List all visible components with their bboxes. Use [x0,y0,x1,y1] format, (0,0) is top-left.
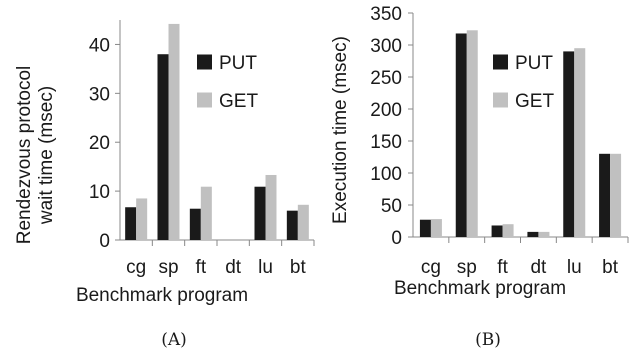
panel-b-x-axis-title: Benchmark program [394,278,566,299]
panel-b-legend-label-get: GET [515,91,554,112]
panel-b-bar-get-ft [502,224,514,237]
panel-b-legend-swatch-put [493,54,508,70]
panel-b-y-tick-label: 250 [370,68,402,89]
panel-a-y-tick-label: 10 [89,182,110,203]
panel-a-bar-get-ft [200,186,212,240]
panel-b-y-tick-label: 50 [381,196,402,217]
panel-b-bar-get-dt [538,231,550,237]
panel-a-bar-get-lu [265,174,277,240]
panel-b-bar-put-ft [491,225,503,237]
panel-b-bar-get-lu [574,48,586,238]
panel-a-x-axis-title: Benchmark program [76,285,248,306]
panel-b-y-tick-label: 0 [391,228,402,249]
panel-b-legend-swatch-get [493,92,508,108]
panel-a-legend-label-put: PUT [219,53,257,74]
panel-b-bar-put-dt [527,231,539,237]
panel-b-legend-label-put: PUT [515,53,553,74]
panel-a-bar-get-sp [168,23,180,240]
panel-b-category-label: bt [602,257,619,278]
panel-a-bar-put-ft [189,208,201,240]
panel-b-category-label: lu [567,257,582,278]
panel-b-y-tick-label: 100 [370,164,402,185]
panel-b-y-axis-title: Execution time (msec) [330,36,351,224]
panel-b-category-label: cg [421,257,441,278]
panel-b-y-tick-label: 150 [370,132,402,153]
panel-a-y-tick-label: 0 [99,231,110,252]
panel-b-y-tick-label: 350 [370,4,402,25]
panel-b-category-label: sp [457,257,477,278]
panel-b-bar-get-cg [430,219,442,237]
panel-a-bar-get-bt [297,204,309,240]
panel-a-category-label: lu [258,257,273,278]
panel-a-bar-put-bt [286,210,298,240]
panel-a-bar-put-lu [254,186,266,240]
panel-b-bar-put-cg [419,219,431,237]
panel-b-caption: (B) [475,330,501,350]
panel-a-category-label: bt [290,257,307,278]
panel-b-y-tick-label: 200 [370,100,402,121]
panel-a-legend-swatch-get [197,92,212,108]
panel-a-y-axis-title-line-2: wait time (msec) [36,86,57,225]
panel-a-category-label: sp [158,257,178,278]
panel-a-category-label: cg [126,257,146,278]
panel-b-category-label: ft [497,257,508,278]
panel-b-bar-put-lu [563,51,575,238]
panel-a-caption: (A) [161,330,187,350]
panel-a-y-tick-label: 40 [89,35,110,56]
panel-a-y-tick-label: 30 [89,84,110,105]
panel-a-y-tick-label: 20 [89,133,110,154]
panel-b-y-tick-label: 300 [370,36,402,57]
panel-a-bar-put-sp [157,54,169,240]
panel-b-bar-put-bt [599,153,611,237]
panel-a-bar-put-cg [125,207,137,240]
panel-a-category-label: dt [225,257,242,278]
panel-a-bar-get-cg [136,198,148,240]
panel-a-legend-label-get: GET [219,91,258,112]
panel-b-bar-put-sp [455,33,467,238]
panel-b-category-label: dt [530,257,547,278]
panel-b-bar-get-sp [466,30,478,238]
panel-a-category-label: ft [196,257,207,278]
panel-a-y-axis-title-line-1: Rendezvous protocol [14,66,35,245]
panel-a-legend-swatch-put [197,54,212,70]
panel-b-bar-get-bt [610,153,622,237]
